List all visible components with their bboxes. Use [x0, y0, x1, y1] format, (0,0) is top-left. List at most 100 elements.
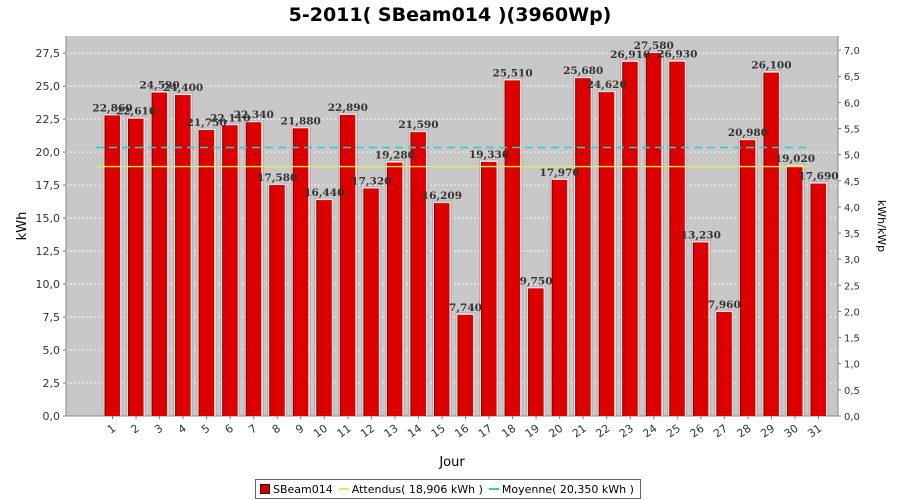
y-tick-label: 7,5 — [43, 311, 61, 324]
grid-lines — [66, 52, 838, 384]
data-label: 24,400 — [163, 82, 203, 94]
x-tick-label: 28 — [735, 422, 754, 441]
y2-tick-label: 4,0 — [844, 203, 860, 214]
x-tick-label: 6 — [223, 422, 236, 437]
y2-tick-label: 3,0 — [844, 255, 860, 266]
data-label: 16,440 — [304, 187, 344, 199]
bar — [622, 61, 638, 416]
bar — [316, 200, 332, 416]
x-tick-label: 26 — [688, 422, 707, 441]
bar — [763, 72, 779, 416]
bar — [434, 203, 450, 416]
bar — [222, 125, 238, 416]
y2-tick-label: 0,0 — [844, 412, 860, 423]
bar — [152, 92, 168, 416]
x-tick-label: 9 — [293, 422, 306, 437]
bar — [505, 80, 521, 416]
data-label: 25,680 — [563, 65, 603, 77]
legend-swatch-bar — [260, 484, 270, 494]
bar — [387, 162, 403, 416]
data-label: 17,320 — [351, 175, 391, 187]
data-label: 19,020 — [775, 153, 815, 165]
bar — [105, 115, 120, 416]
y2-axis-title: kWh/kWp — [875, 200, 888, 252]
legend-swatch-attendus — [338, 488, 349, 490]
y-tick-label: 17,5 — [36, 179, 61, 192]
y2-tick-label: 3,5 — [844, 229, 860, 240]
legend-label-attendus: Attendus( 18,906 kWh ) — [351, 482, 483, 496]
bars — [102, 50, 829, 417]
data-label: 13,230 — [681, 229, 721, 241]
bar — [128, 118, 144, 416]
y-tick-label: 0,0 — [43, 410, 61, 423]
chart-title: 5-2011( SBeam014 )(3960Wp) — [288, 4, 612, 26]
data-label: 26,930 — [657, 49, 697, 61]
y-tick-label: 27,5 — [36, 47, 61, 60]
data-label: 26,100 — [751, 60, 791, 72]
y-tick-label: 5,0 — [43, 344, 61, 357]
y-axis-title: kWh — [15, 212, 30, 241]
data-label: 21,750 — [187, 117, 227, 129]
y2-tick-label: 6,5 — [844, 72, 860, 83]
y2-tick-label: 6,0 — [844, 98, 860, 109]
bar — [669, 61, 685, 416]
y2-tick-label: 5,5 — [844, 125, 860, 136]
data-label: 22,890 — [328, 102, 368, 114]
data-label: 21,590 — [398, 119, 438, 131]
x-tick-label: 8 — [270, 422, 283, 437]
data-label: 16,209 — [422, 190, 462, 202]
y-tick-label: 2,5 — [43, 377, 61, 390]
y2-tick-label: 1,5 — [844, 334, 860, 345]
data-label: 26,910 — [610, 49, 650, 61]
data-label: 17,690 — [798, 171, 838, 183]
bar — [269, 185, 285, 416]
data-label: 25,510 — [492, 67, 532, 79]
x-tick-label: 30 — [782, 422, 801, 441]
data-label: 22,610 — [116, 106, 156, 118]
data-label: 22,860 — [92, 102, 132, 114]
y-tick-label: 22,5 — [36, 113, 61, 126]
y2-tick-label: 4,5 — [844, 177, 860, 188]
bar — [575, 78, 591, 417]
bar — [599, 92, 615, 417]
y2-tick-label: 7,0 — [844, 46, 860, 57]
x-tick-label: 25 — [664, 422, 683, 441]
x-tick-label: 24 — [641, 422, 660, 441]
y2-tick-label: 5,0 — [844, 151, 860, 162]
bar — [246, 122, 262, 416]
bar — [528, 288, 544, 416]
bar — [340, 114, 356, 417]
x-tick-label: 16 — [452, 422, 471, 441]
bar — [740, 140, 756, 417]
bar — [481, 161, 497, 416]
x-tick-label: 23 — [617, 422, 636, 441]
reference-lines — [96, 146, 810, 168]
y2-tick-label: 1,0 — [844, 360, 860, 371]
x-tick-label: 12 — [358, 422, 377, 441]
x-tick-label: 27 — [711, 422, 730, 441]
bar — [175, 95, 191, 417]
y2-tick-label: 2,0 — [844, 307, 860, 318]
data-label: 17,580 — [257, 172, 297, 184]
data-label: 20,980 — [728, 127, 768, 139]
legend-label-moyenne: Moyenne( 20,350 kWh ) — [501, 482, 634, 496]
bar — [811, 183, 826, 416]
data-label: 22,110 — [210, 112, 250, 124]
x-tick-label: 13 — [382, 422, 401, 441]
legend-item-series: SBeam014 — [260, 483, 333, 496]
bar — [787, 166, 803, 416]
data-label: 19,330 — [469, 149, 509, 161]
x-tick-label: 10 — [311, 422, 330, 441]
y-tick-label: 20,0 — [36, 146, 61, 159]
legend-item-attendus: Attendus( 18,906 kWh ) — [338, 482, 483, 496]
y2-tick-label: 2,5 — [844, 281, 860, 292]
x-tick-label: 18 — [499, 422, 518, 441]
x-tick-label: 11 — [335, 422, 354, 441]
data-label: 7,740 — [449, 302, 482, 314]
x-tick-label: 20 — [546, 422, 565, 441]
data-label: 19,280 — [375, 150, 415, 162]
x-tick-label: 15 — [429, 422, 448, 441]
data-label: 17,970 — [540, 167, 580, 179]
legend-label-series: SBeam014 — [273, 482, 333, 496]
data-label: 24,590 — [139, 80, 179, 92]
